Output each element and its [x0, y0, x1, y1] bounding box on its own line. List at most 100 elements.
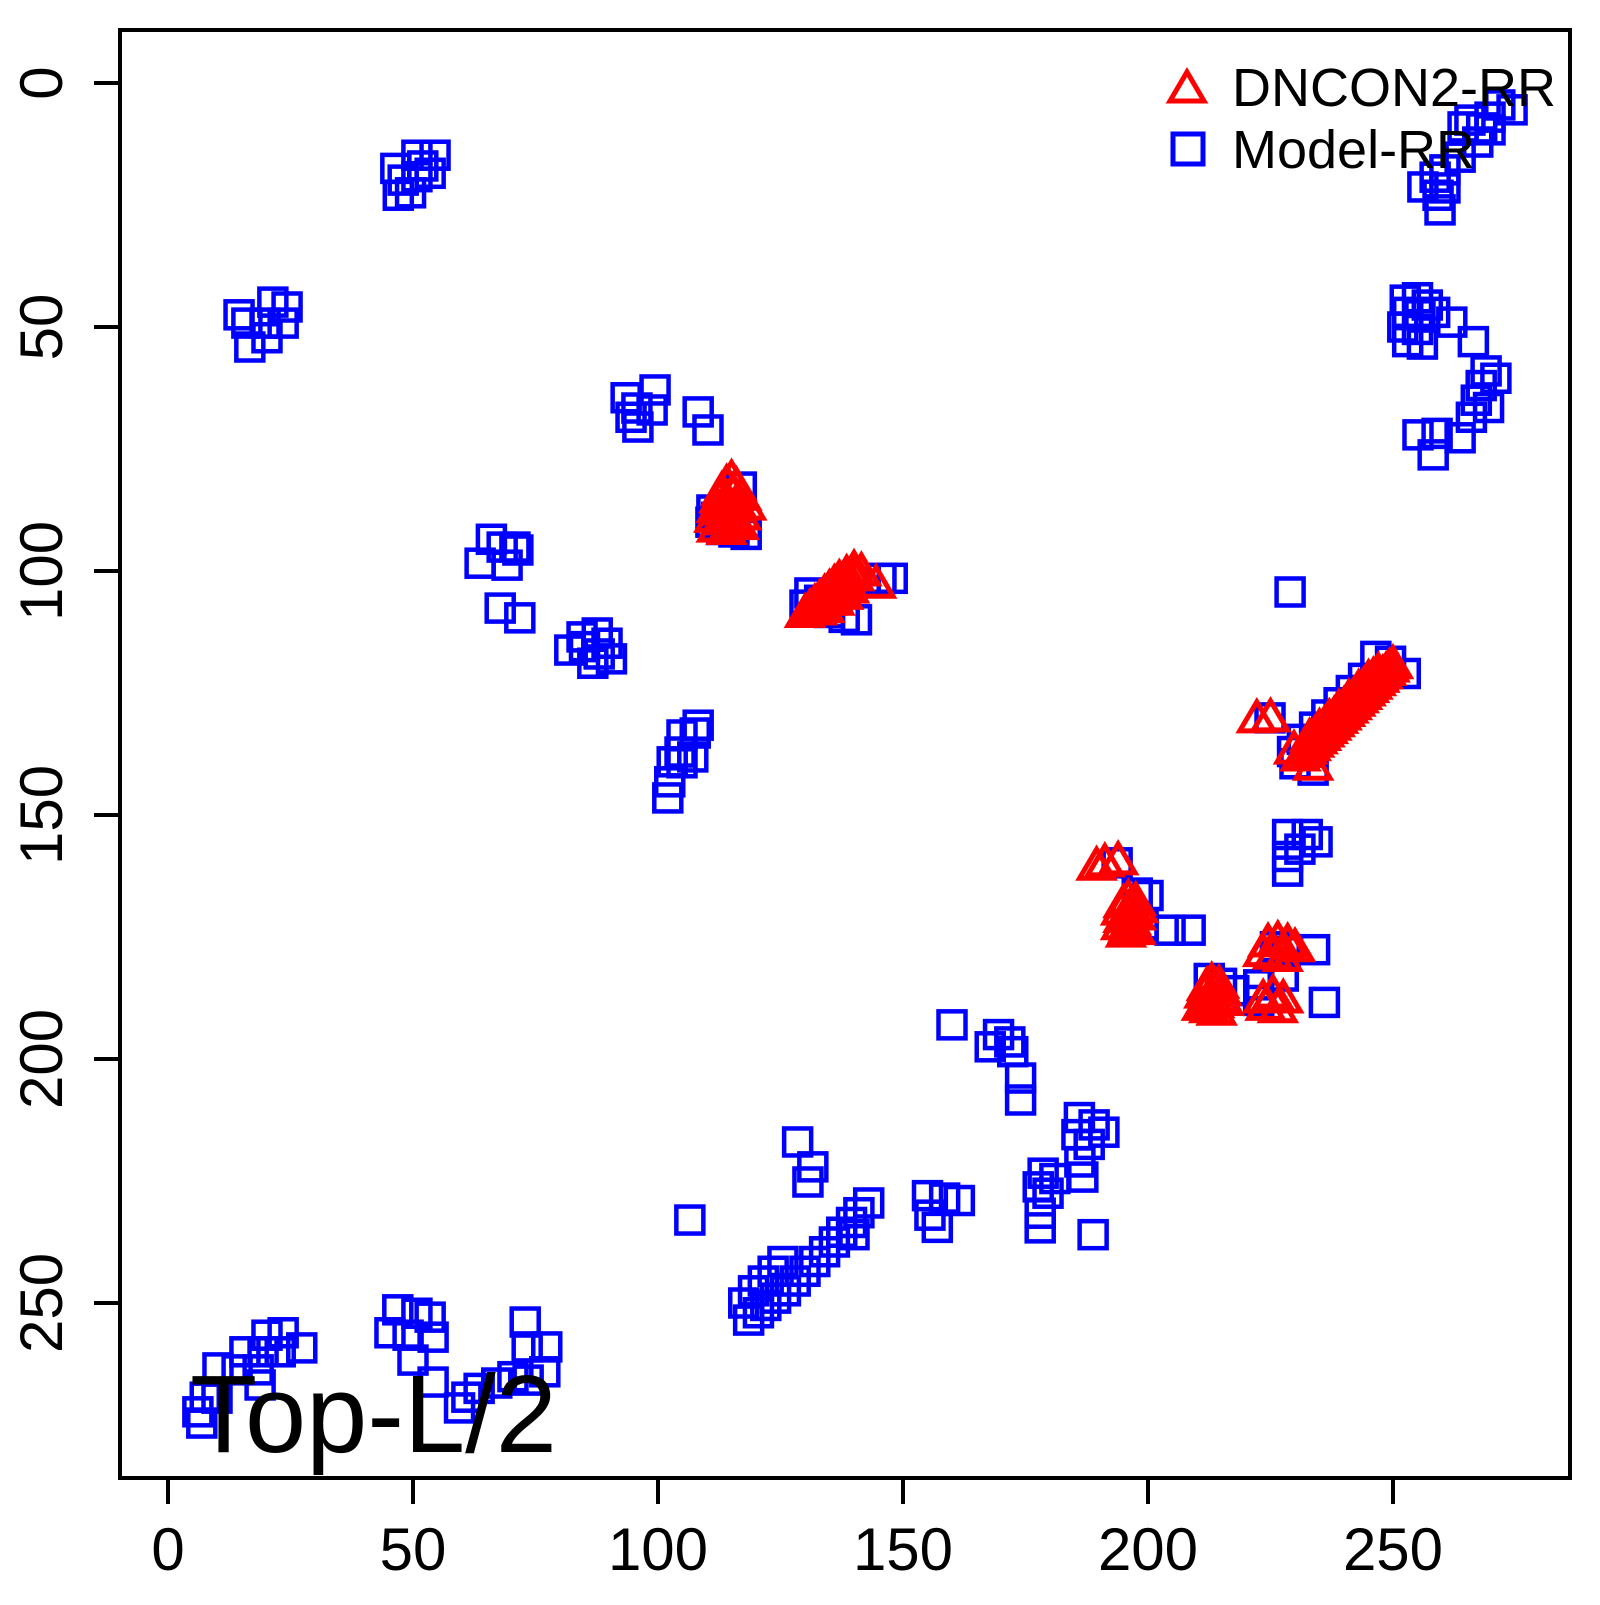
model-rr-point	[481, 1367, 513, 1399]
model-rr-point	[1444, 422, 1476, 454]
model-rr-point	[529, 1356, 561, 1388]
model-rr-point	[936, 1009, 968, 1041]
x-axis-tick-label: 250	[1343, 1516, 1443, 1583]
dncon2-rr-point	[1249, 695, 1292, 733]
model-rr-point	[1004, 1062, 1037, 1094]
model-rr-point	[1154, 914, 1186, 946]
model-rr-point	[1472, 391, 1505, 424]
model-rr-point	[1174, 914, 1206, 946]
model-rr-point	[1429, 172, 1461, 204]
dncon2-rr-point	[854, 562, 898, 599]
dncon2-rr-point	[705, 508, 748, 546]
model-rr-point	[1474, 114, 1506, 146]
model-rr-point	[1454, 104, 1486, 136]
model-rr-point	[414, 157, 446, 190]
legend-triangle-icon	[1165, 67, 1209, 104]
model-rr-point	[417, 1321, 449, 1353]
model-rr-point	[674, 1204, 706, 1236]
model-rr-point	[789, 1255, 821, 1288]
model-rr-point	[1406, 328, 1439, 360]
model-rr-point	[757, 1255, 789, 1288]
legend-label-model: Model-RR	[1232, 120, 1475, 180]
model-rr-point	[407, 150, 439, 182]
model-rr-point	[852, 1187, 885, 1219]
model-rr-point	[732, 1304, 765, 1336]
dncon2-rr-point	[1261, 935, 1305, 973]
model-rr-point	[286, 1332, 318, 1364]
model-rr-point	[737, 1275, 770, 1307]
model-rr-point	[566, 621, 598, 653]
model-rr-point	[414, 1301, 446, 1333]
dncon2-rr-point	[1291, 744, 1335, 781]
model-rr-point	[484, 592, 516, 624]
y-axis-tick-label: 50	[8, 294, 75, 361]
model-rr-point	[1004, 1084, 1037, 1116]
dncon2-rr-point	[1256, 986, 1300, 1024]
legend-square-icon	[1170, 131, 1206, 167]
model-rr-point	[247, 1336, 279, 1368]
model-rr-point	[511, 1331, 543, 1363]
model-rr-point	[1077, 1218, 1109, 1251]
model-rr-point	[271, 291, 303, 323]
model-rr-point	[1436, 306, 1468, 338]
x-axis-tick-label: 150	[853, 1516, 953, 1583]
y-axis-tick-label: 200	[8, 1009, 75, 1109]
model-rr-point	[202, 1352, 234, 1384]
model-rr-point	[1039, 1162, 1071, 1195]
model-rr-point	[504, 602, 536, 634]
model-rr-point	[682, 396, 714, 428]
x-axis-tick-label: 100	[608, 1516, 708, 1583]
model-rr-point	[397, 1344, 429, 1376]
model-rr-point	[223, 299, 255, 331]
dncon2-rr-point	[1195, 989, 1238, 1026]
model-rr-point	[818, 1226, 851, 1258]
model-rr-point	[911, 1179, 944, 1212]
model-rr-point	[610, 382, 642, 414]
model-rr-point	[982, 1018, 1015, 1051]
model-rr-point	[595, 643, 628, 675]
dncon2-rr-point	[821, 573, 865, 610]
plot-border	[118, 28, 1572, 1480]
model-rr-point	[1308, 986, 1341, 1019]
x-axis-tick-label: 0	[151, 1516, 184, 1583]
model-rr-point	[654, 766, 686, 798]
dncon2-rr-point	[1272, 728, 1316, 765]
model-rr-point	[692, 414, 724, 446]
model-rr-point	[417, 1366, 449, 1398]
model-rr-point	[652, 782, 684, 814]
model-rr-point	[838, 1218, 870, 1251]
model-rr-point	[1271, 855, 1304, 887]
model-rr-point	[747, 1265, 780, 1297]
legend-label-dncon2: DNCON2-RR	[1232, 58, 1556, 118]
model-rr-point	[234, 331, 266, 363]
model-rr-point	[186, 1407, 218, 1439]
model-rr-point	[1267, 960, 1299, 992]
model-rr-point	[1424, 194, 1456, 226]
model-rr-point	[1073, 1128, 1105, 1161]
dncon2-rr-point	[1096, 838, 1140, 876]
y-axis-tick-label: 100	[8, 521, 75, 621]
y-axis-tick-label: 0	[8, 66, 75, 99]
model-rr-point	[475, 523, 508, 556]
dncon2-rr-point	[1104, 911, 1148, 948]
dncon2-rr-point	[712, 485, 756, 523]
model-rr-point	[1301, 826, 1333, 858]
model-rr-point	[1078, 1109, 1110, 1141]
model-rr-point	[251, 321, 283, 354]
model-rr-point	[767, 1245, 799, 1278]
model-rr-point	[499, 531, 531, 563]
model-rr-point	[1024, 1212, 1056, 1244]
model-rr-point	[682, 709, 714, 741]
model-rr-point	[1417, 439, 1449, 471]
annotation-top-l2: Top-L/2	[190, 1353, 557, 1476]
x-axis-tick-label: 50	[380, 1516, 447, 1583]
model-rr-point	[182, 1396, 214, 1428]
model-rr-point	[1411, 289, 1444, 321]
model-rr-point	[1421, 417, 1453, 450]
dncon2-rr-point	[813, 579, 856, 616]
y-axis-tick-label: 250	[8, 1253, 75, 1353]
model-rr-point	[677, 741, 709, 773]
y-axis-tick-label: 150	[8, 765, 75, 865]
model-rr-point	[792, 1166, 824, 1198]
